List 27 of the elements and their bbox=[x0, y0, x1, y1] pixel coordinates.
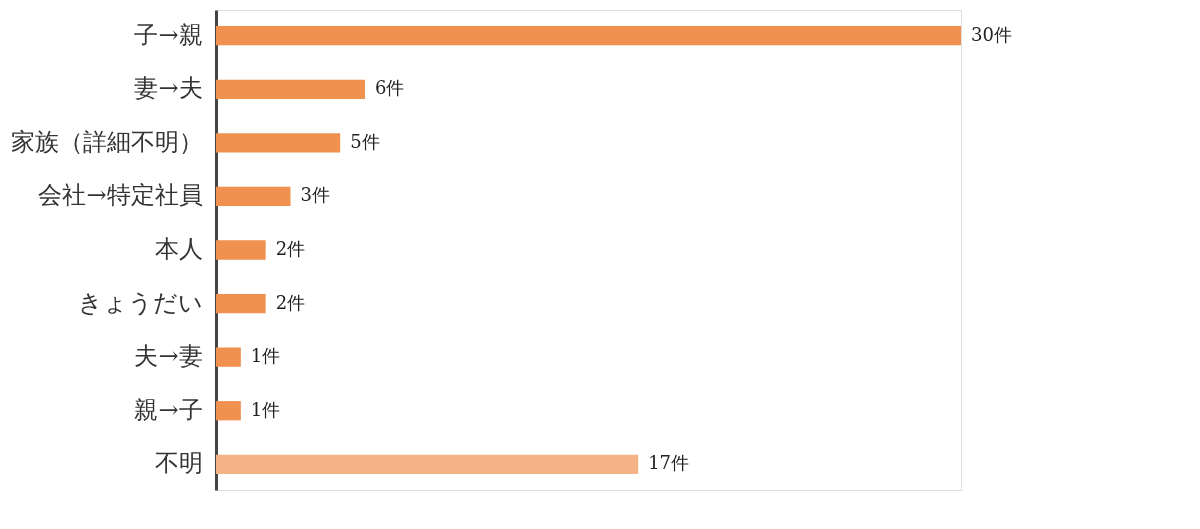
y-tick-label: 本人 bbox=[154, 235, 203, 263]
data-label: 6件 bbox=[375, 77, 405, 99]
bar bbox=[216, 454, 639, 474]
y-tick-label: 妻→夫 bbox=[134, 74, 203, 103]
data-label: 1件 bbox=[250, 398, 281, 420]
y-tick-label: 子→親 bbox=[134, 20, 203, 49]
bar bbox=[216, 240, 266, 260]
data-label: 1件 bbox=[250, 345, 281, 367]
data-label: 3件 bbox=[300, 184, 330, 206]
y-tick-label: 夫→妻 bbox=[134, 342, 203, 371]
y-tick-label: 不明 bbox=[154, 449, 203, 478]
y-tick-label: 会社→特定社員 bbox=[38, 181, 203, 210]
data-label: 5件 bbox=[350, 130, 380, 152]
y-tick-label: きょうだい bbox=[77, 288, 203, 317]
data-label: 2件 bbox=[275, 238, 306, 259]
data-label: 17件 bbox=[648, 452, 690, 474]
bar bbox=[216, 79, 365, 99]
bar bbox=[216, 293, 266, 314]
y-tick-label: 親→子 bbox=[134, 395, 203, 424]
bar bbox=[216, 26, 961, 46]
bar bbox=[216, 401, 241, 421]
bar bbox=[216, 133, 341, 153]
y-tick-label: 家族（詳細不明） bbox=[10, 127, 203, 156]
bar bbox=[216, 186, 291, 207]
bar bbox=[216, 347, 241, 367]
data-label: 30件 bbox=[971, 23, 1012, 45]
data-label: 2件 bbox=[275, 291, 306, 313]
